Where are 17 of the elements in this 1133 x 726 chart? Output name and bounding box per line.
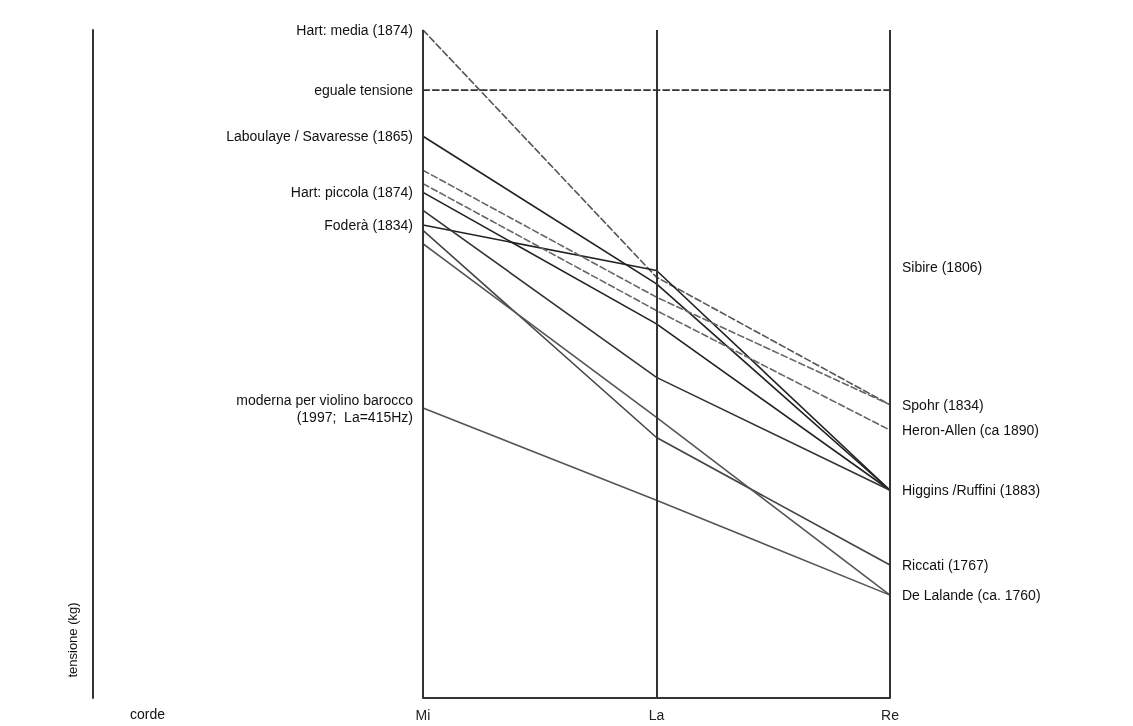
annotation: moderna per violino barocco (1997; La=415Hz) bbox=[236, 391, 414, 425]
annotation: De Lalande (ca. 1760) bbox=[902, 587, 1041, 604]
annotation: eguale tensione bbox=[314, 82, 414, 99]
annotation: Higgins /Ruffini (1883) bbox=[902, 482, 1041, 499]
annotation: Foderà (1834) bbox=[324, 217, 413, 234]
annotation: Riccati (1767) bbox=[902, 557, 989, 574]
annotation: Hart: media (1874) bbox=[296, 22, 413, 38]
x-tick-label: Re bbox=[881, 707, 900, 723]
annotation: Laboulaye / Savaresse (1865) bbox=[226, 128, 413, 145]
annotation: Spohr (1834) bbox=[902, 396, 984, 413]
text: Sibire (1806) bbox=[902, 259, 983, 275]
x-tick-label: La bbox=[648, 707, 665, 723]
text: tensione (kg) bbox=[64, 602, 80, 678]
annotation: Heron-Allen (ca 1890) bbox=[902, 422, 1039, 439]
text: corde bbox=[130, 706, 166, 722]
annotation: Hart: piccola (1874) bbox=[290, 184, 413, 201]
x-tick-label: Mi bbox=[415, 707, 431, 723]
